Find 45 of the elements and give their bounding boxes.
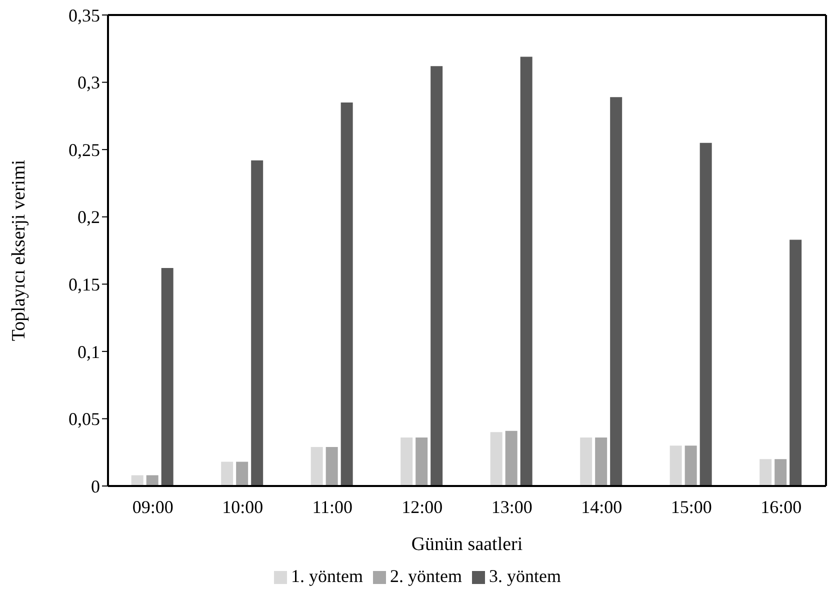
y-tick-label: 0,35 [68, 5, 100, 26]
x-axis-title: Günün saatleri [411, 534, 523, 555]
bar [221, 462, 234, 486]
legend-label: 2. yöntem [390, 566, 462, 586]
legend-label: 3. yöntem [489, 566, 561, 586]
bar [416, 438, 428, 486]
x-tick-label: 09:00 [132, 496, 174, 517]
x-tick-label: 12:00 [402, 496, 443, 517]
bar [520, 56, 532, 486]
bar [326, 446, 338, 486]
bar [340, 102, 353, 486]
x-tick-label: 11:00 [312, 496, 353, 517]
legend-label: 1. yöntem [291, 566, 363, 586]
bar [700, 142, 712, 486]
y-tick-label: 0,2 [78, 207, 100, 228]
x-tick-label: 10:00 [222, 496, 264, 517]
bar [774, 459, 787, 486]
x-tick-label: 14:00 [581, 496, 622, 517]
y-tick-label: 0,25 [68, 140, 100, 160]
bar [595, 438, 608, 486]
y-tick-label: 0,1 [78, 342, 100, 362]
bar [505, 430, 518, 486]
y-tick-label: 0,3 [78, 72, 100, 93]
y-tick-label: 0,05 [68, 409, 100, 430]
y-tick-label: 0 [91, 476, 100, 496]
bar [400, 438, 413, 486]
bar [490, 432, 502, 486]
x-tick-label: 13:00 [491, 496, 532, 517]
y-tick-label: 0,15 [68, 274, 100, 295]
bar [684, 446, 697, 486]
bar [430, 66, 443, 486]
bar [236, 462, 248, 486]
x-tick-label: 16:00 [760, 496, 802, 517]
bar [790, 240, 802, 486]
y-axis-title: Toplayıcı ekserji verimi [8, 160, 30, 342]
bar [310, 446, 323, 486]
bar [251, 160, 264, 486]
bar [610, 97, 622, 486]
bar [161, 268, 174, 486]
bar [760, 459, 772, 486]
bar [670, 446, 682, 486]
bar [131, 475, 144, 486]
bar [580, 438, 592, 486]
x-tick-label: 15:00 [670, 496, 712, 517]
bar [146, 475, 158, 486]
